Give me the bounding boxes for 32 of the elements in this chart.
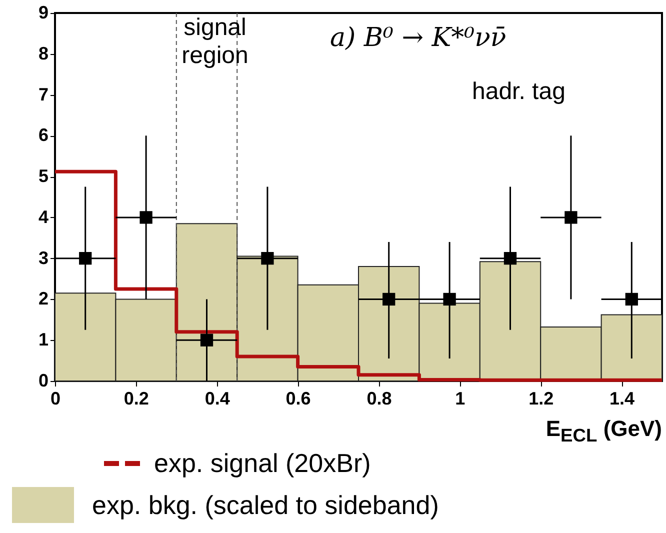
- point: [625, 292, 638, 306]
- point: [261, 252, 274, 265]
- y-tick-label: 7: [38, 84, 48, 104]
- point: [443, 292, 456, 306]
- x-tick-label: 0.6: [286, 388, 311, 408]
- point: [200, 334, 214, 346]
- y-tick-label: 3: [38, 248, 48, 268]
- point: [382, 292, 396, 306]
- legend-label: exp. signal (20xBr): [154, 448, 371, 478]
- x-axis-title: E$_{ECL}$ (GeV): [546, 416, 662, 446]
- x-tick-label: 1.2: [528, 388, 554, 408]
- point: [79, 252, 92, 265]
- annotation: hadr. tag: [472, 78, 566, 106]
- x-tick-label: 0.2: [124, 388, 149, 408]
- y-tick-label: 4: [38, 206, 48, 227]
- y-tick-label: 2: [38, 288, 48, 309]
- y-tick-label: 0: [38, 370, 48, 390]
- annotation: signal region: [180, 14, 250, 70]
- point: [564, 211, 578, 224]
- x-tick-label: 0.4: [204, 388, 230, 408]
- y-tick-label: 9: [38, 2, 48, 22]
- x-tick-label: 1: [455, 388, 466, 408]
- y-tick-label: 1: [38, 330, 48, 350]
- x-tick-label: 0.8: [366, 388, 392, 408]
- y-tick-label: 8: [38, 43, 48, 64]
- point: [140, 211, 152, 224]
- y-tick-label: 5: [38, 166, 48, 186]
- point: [504, 252, 517, 265]
- y-tick-label: 6: [38, 125, 48, 146]
- x-tick-label: 1.4: [610, 388, 635, 408]
- annotation: a) B⁰ → K*⁰νν̄: [330, 23, 506, 53]
- legend-label: exp. bkg. (scaled to sideband): [92, 490, 439, 520]
